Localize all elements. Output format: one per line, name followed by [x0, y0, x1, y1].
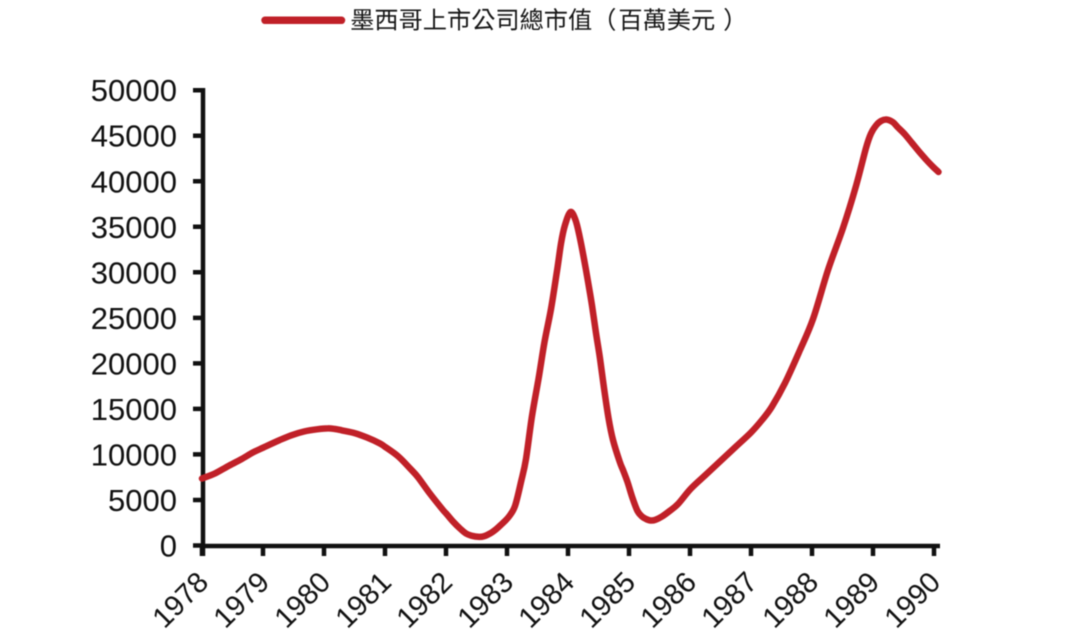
svg-text:25000: 25000 — [91, 301, 177, 336]
svg-text:20000: 20000 — [91, 346, 177, 381]
svg-text:40000: 40000 — [91, 164, 177, 199]
svg-text:30000: 30000 — [91, 255, 177, 290]
svg-text:35000: 35000 — [91, 210, 177, 245]
svg-text:5000: 5000 — [108, 483, 177, 518]
svg-text:15000: 15000 — [91, 392, 177, 427]
svg-text:0: 0 — [160, 529, 177, 564]
svg-text:45000: 45000 — [91, 119, 177, 154]
svg-text:10000: 10000 — [91, 437, 177, 472]
svg-text:50000: 50000 — [91, 73, 177, 108]
